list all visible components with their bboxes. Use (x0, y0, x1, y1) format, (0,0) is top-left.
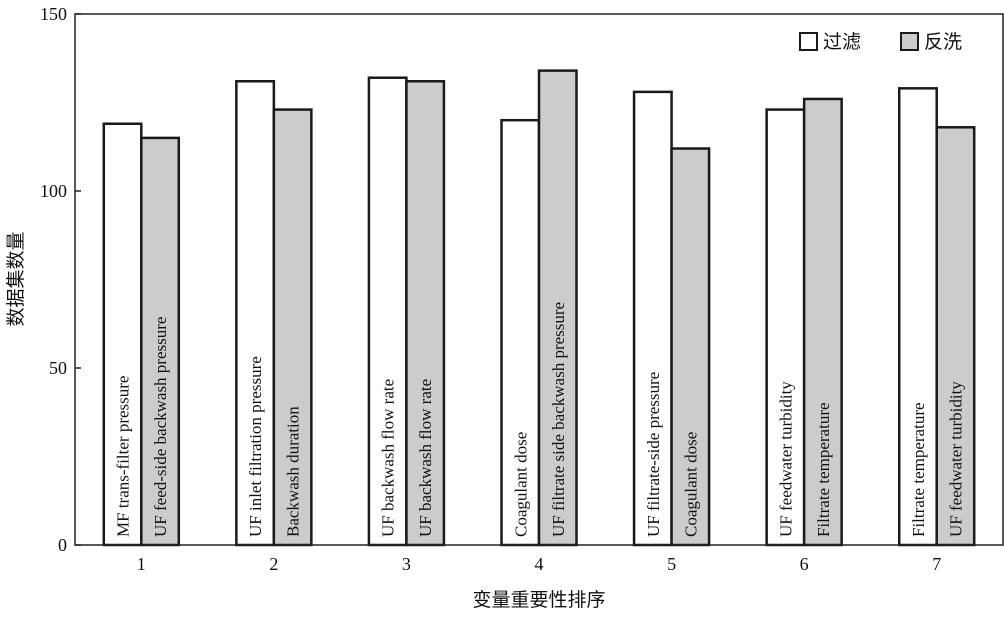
y-tick-label: 0 (58, 535, 67, 555)
y-tick-label: 150 (40, 4, 67, 24)
bar-backwash-5 (670, 147, 711, 547)
bar-label: Coagulant dose (681, 432, 700, 537)
bar-label: Coagulant dose (511, 432, 530, 537)
y-axis: 0 50 100 150 (40, 4, 81, 555)
y-tick-label: 50 (49, 358, 67, 378)
bar-label: Filtrate temperature (814, 402, 833, 537)
bar-filtration-1 (102, 122, 143, 547)
bar-backwash-2 (272, 108, 313, 547)
bar-label: UF inlet filtration pressure (246, 356, 265, 537)
bar-label: UF feedwater turbidity (946, 381, 965, 537)
legend-label: 反洗 (924, 31, 962, 53)
bar-label: UF filtrate-side pressure (644, 372, 663, 537)
bar-backwash-3 (405, 80, 446, 547)
legend: 过滤 反洗 (799, 31, 962, 53)
x-tick-label: 7 (932, 554, 941, 574)
bar-backwash-7 (935, 126, 976, 547)
bar-backwash-6 (802, 97, 843, 547)
x-tick-label: 5 (667, 554, 676, 574)
bar-label: UF feedwater turbidity (776, 381, 795, 537)
bars-group: MF trans-filter pressure UF feed-side bac… (102, 69, 976, 547)
x-axis: 1 2 3 4 5 6 7 (137, 539, 941, 574)
legend-label: 过滤 (823, 31, 861, 53)
x-axis-label: 变量重要性排序 (472, 589, 605, 611)
bar-label: UF filtrate side backwash pressure (549, 302, 568, 537)
x-tick-label: 4 (535, 554, 544, 574)
bar-label: UF backwash flow rate (379, 379, 398, 537)
y-axis-label: 数据集数量 (5, 231, 27, 326)
bar-label: UF feed-side backwash pressure (151, 317, 170, 537)
bar-backwash-4 (537, 69, 578, 547)
bar-label: UF backwash flow rate (416, 379, 435, 537)
x-tick-label: 2 (269, 554, 278, 574)
x-tick-label: 6 (800, 554, 809, 574)
x-tick-label: 1 (137, 554, 146, 574)
bar-label: MF trans-filter pressure (114, 376, 133, 537)
bar-label: Filtrate temperature (909, 402, 928, 537)
legend-swatch (799, 32, 818, 51)
bar-label: Backwash duration (284, 406, 303, 537)
y-tick-label: 100 (40, 181, 67, 201)
legend-swatch (900, 32, 919, 51)
x-tick-label: 3 (402, 554, 411, 574)
